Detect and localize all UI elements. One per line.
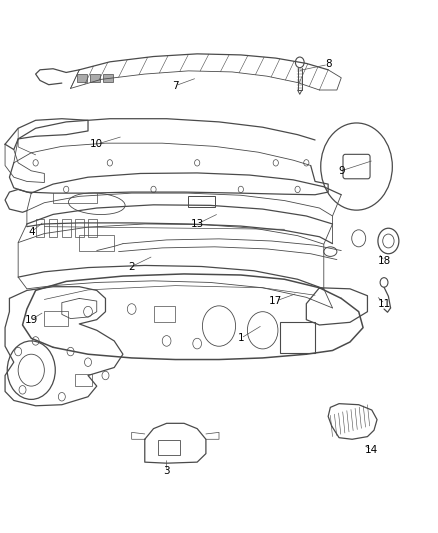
Text: 19: 19	[25, 314, 38, 325]
Bar	[103, 74, 113, 82]
Text: 3: 3	[163, 466, 170, 476]
Bar	[77, 74, 87, 82]
Bar	[158, 440, 180, 455]
Text: 1: 1	[237, 333, 244, 343]
Bar	[75, 374, 92, 386]
Text: 9: 9	[338, 166, 345, 176]
Text: 14: 14	[365, 445, 378, 455]
Text: 2: 2	[128, 262, 135, 271]
Bar	[280, 322, 315, 353]
Text: 13: 13	[191, 219, 204, 229]
Text: 17: 17	[269, 296, 283, 306]
Text: 8: 8	[325, 60, 332, 69]
Bar	[90, 74, 100, 82]
Text: 10: 10	[90, 139, 103, 149]
Bar	[49, 219, 57, 237]
Bar	[79, 235, 114, 251]
Bar	[88, 219, 97, 237]
Bar	[75, 219, 84, 237]
Bar	[44, 311, 68, 326]
Bar	[153, 306, 175, 322]
Text: 18: 18	[378, 256, 392, 266]
Text: 11: 11	[378, 298, 392, 309]
Text: 7: 7	[172, 81, 179, 91]
Bar	[188, 196, 215, 207]
Bar	[62, 219, 71, 237]
Bar	[35, 219, 44, 237]
Text: 4: 4	[28, 227, 35, 237]
